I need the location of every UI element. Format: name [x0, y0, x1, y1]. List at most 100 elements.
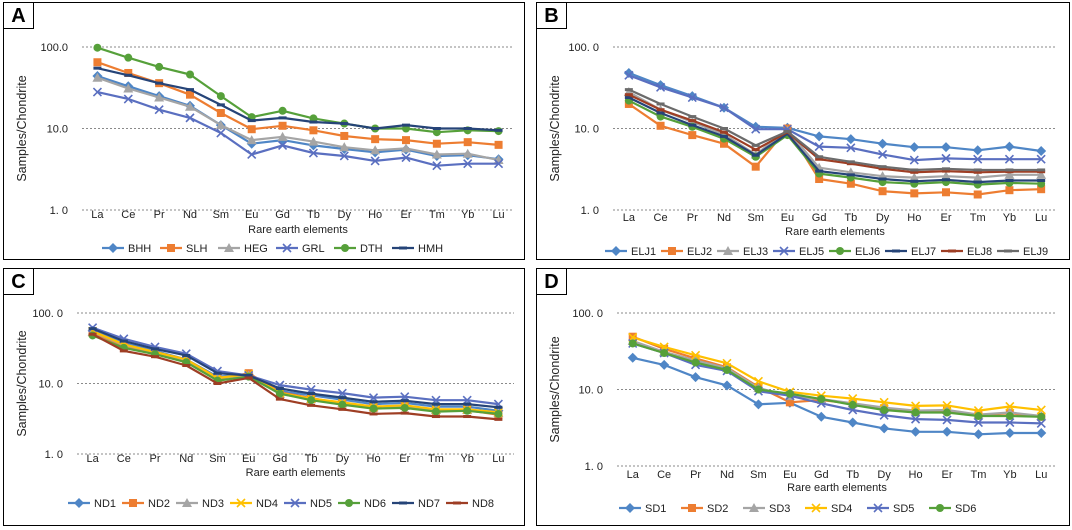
series-line	[628, 88, 1042, 172]
data-point	[339, 142, 350, 152]
data-point	[431, 149, 442, 159]
data-point	[1036, 169, 1047, 179]
y-tick-label: 100. 0	[568, 42, 599, 54]
legend-label: SD2	[707, 503, 728, 515]
data-point	[911, 408, 920, 417]
x-tick-label: La	[86, 453, 99, 465]
data-point	[877, 138, 888, 149]
x-tick-label: Nd	[720, 469, 734, 481]
data-point	[216, 92, 225, 101]
data-point	[185, 101, 195, 111]
data-point	[720, 134, 728, 138]
data-point	[402, 123, 410, 127]
panel-label-c: C	[4, 269, 34, 295]
legend-item: ND2	[122, 498, 170, 510]
legend-marker	[345, 499, 353, 507]
data-point	[494, 409, 503, 418]
y-tick-label: 100. 0	[32, 308, 63, 320]
data-point	[911, 414, 921, 424]
data-point	[1005, 401, 1015, 412]
data-point	[688, 115, 697, 119]
data-point	[878, 187, 887, 196]
data-point	[401, 143, 411, 153]
x-tick-label: Yb	[461, 209, 474, 221]
legend-item: SD5	[867, 503, 914, 515]
legend-label: ND1	[94, 498, 116, 510]
data-point	[624, 88, 633, 92]
legend-item: SD4	[805, 503, 852, 515]
data-point	[656, 108, 665, 112]
x-tick-label: Nd	[717, 212, 731, 224]
x-tick-label: Pr	[150, 453, 161, 465]
data-point	[309, 126, 318, 135]
data-point	[88, 332, 97, 336]
legend-item: ND1	[68, 498, 116, 510]
data-point	[880, 405, 889, 414]
x-tick-label: Lu	[492, 453, 504, 465]
x-tick-label: Sm	[213, 209, 230, 221]
data-point	[1036, 145, 1047, 156]
legend-item: ELJ6	[829, 246, 880, 258]
data-point	[656, 82, 666, 92]
legend-marker	[236, 498, 246, 508]
data-point	[339, 151, 349, 161]
data-point	[1037, 168, 1046, 172]
data-point	[1004, 141, 1015, 152]
data-point	[308, 136, 319, 146]
data-point	[307, 392, 316, 396]
data-point	[154, 105, 164, 115]
data-point	[1037, 412, 1046, 421]
x-tick-label: Tm	[428, 453, 444, 465]
data-point	[783, 132, 792, 136]
data-point	[1005, 168, 1014, 172]
data-point	[400, 411, 409, 415]
panel-label-b: B	[537, 3, 567, 29]
legend-item: BHH	[102, 243, 151, 255]
x-tick-label: Lu	[1035, 469, 1047, 481]
x-tick-label: Eu	[783, 469, 796, 481]
y-tick-label: 10. 0	[575, 124, 599, 136]
series-line	[92, 334, 499, 415]
legend-item: ND5	[284, 498, 332, 510]
legend-item: SD3	[743, 503, 790, 515]
data-point	[92, 72, 103, 82]
data-point	[432, 161, 442, 171]
data-point	[1005, 417, 1015, 428]
data-point	[1037, 170, 1046, 174]
data-point	[244, 376, 253, 380]
series-line	[628, 71, 1042, 153]
series-line	[97, 76, 499, 162]
data-point	[973, 429, 984, 440]
legend-label: ELJ8	[967, 246, 992, 258]
legend-marker	[668, 247, 676, 255]
legend-marker	[399, 501, 407, 505]
data-point	[656, 102, 665, 106]
series-elj7	[624, 96, 1046, 184]
data-point	[878, 177, 887, 181]
x-tick-label: Lu	[492, 209, 504, 221]
series-line	[97, 46, 499, 134]
series-line	[632, 342, 1042, 425]
legend-item: SD2	[681, 503, 728, 515]
x-tick-label: Eu	[242, 453, 255, 465]
series-line	[632, 356, 1042, 436]
data-point	[719, 103, 729, 113]
data-point	[941, 153, 951, 163]
legend-marker	[611, 246, 621, 256]
data-point	[463, 415, 472, 419]
data-point	[309, 120, 318, 124]
data-point	[400, 399, 409, 403]
data-point	[750, 121, 761, 132]
data-point	[688, 119, 697, 123]
legend-item: ND6	[338, 498, 386, 510]
data-point	[400, 403, 409, 412]
y-tick-label: 1. 0	[50, 205, 68, 217]
x-tick-label: Nd	[179, 453, 193, 465]
legend-label: ELJ9	[1023, 246, 1048, 258]
y-tick-label: 1. 0	[585, 461, 603, 473]
data-point	[973, 168, 982, 172]
data-point	[1036, 154, 1046, 164]
legend-label: ND6	[364, 498, 386, 510]
x-tick-label: Tm	[970, 469, 986, 481]
panel-label-a: A	[4, 3, 34, 29]
